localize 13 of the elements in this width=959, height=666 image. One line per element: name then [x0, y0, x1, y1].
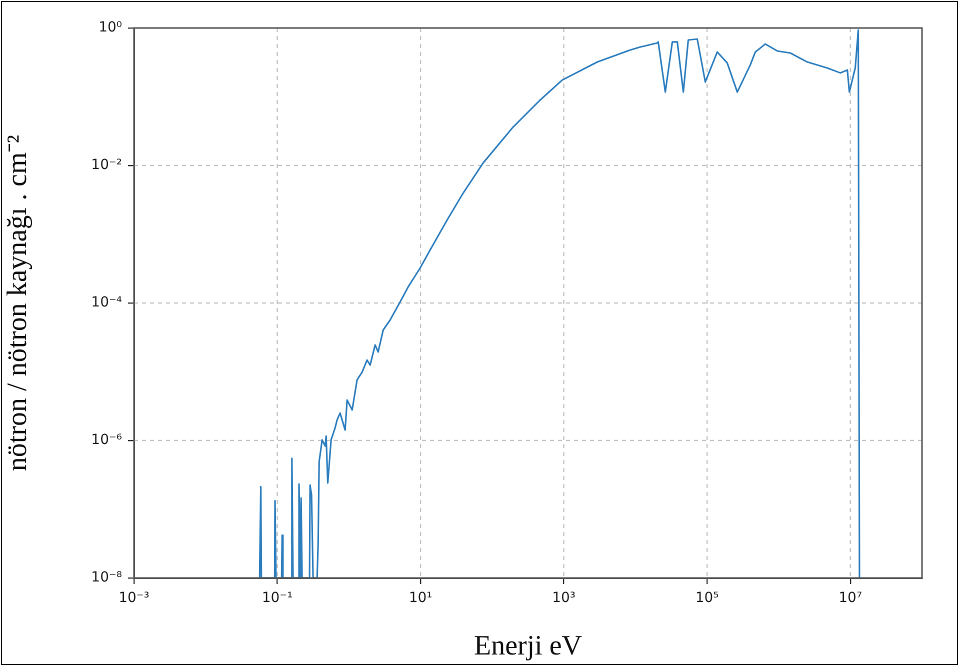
y-tick-label: 10⁻² — [91, 157, 122, 174]
y-tick-label: 10⁻⁶ — [91, 432, 122, 448]
y-axis-title: nötron / nötron kaynağı . cm⁻² — [2, 134, 34, 472]
x-tick-label: 10⁻³ — [118, 590, 150, 606]
y-tick-label: 10⁻⁸ — [91, 570, 122, 586]
y-tick-label: 10⁻⁴ — [91, 294, 122, 311]
x-tick-label: 10⁷ — [838, 590, 862, 606]
x-tick-label: 10⁵ — [695, 590, 719, 606]
x-axis-title: Enerji eV — [474, 630, 582, 662]
y-tick-label: 10⁰ — [98, 20, 122, 36]
x-tick-label: 10³ — [552, 590, 576, 606]
x-tick-label: 10¹ — [408, 590, 432, 606]
x-tick-label: 10⁻¹ — [262, 590, 293, 606]
